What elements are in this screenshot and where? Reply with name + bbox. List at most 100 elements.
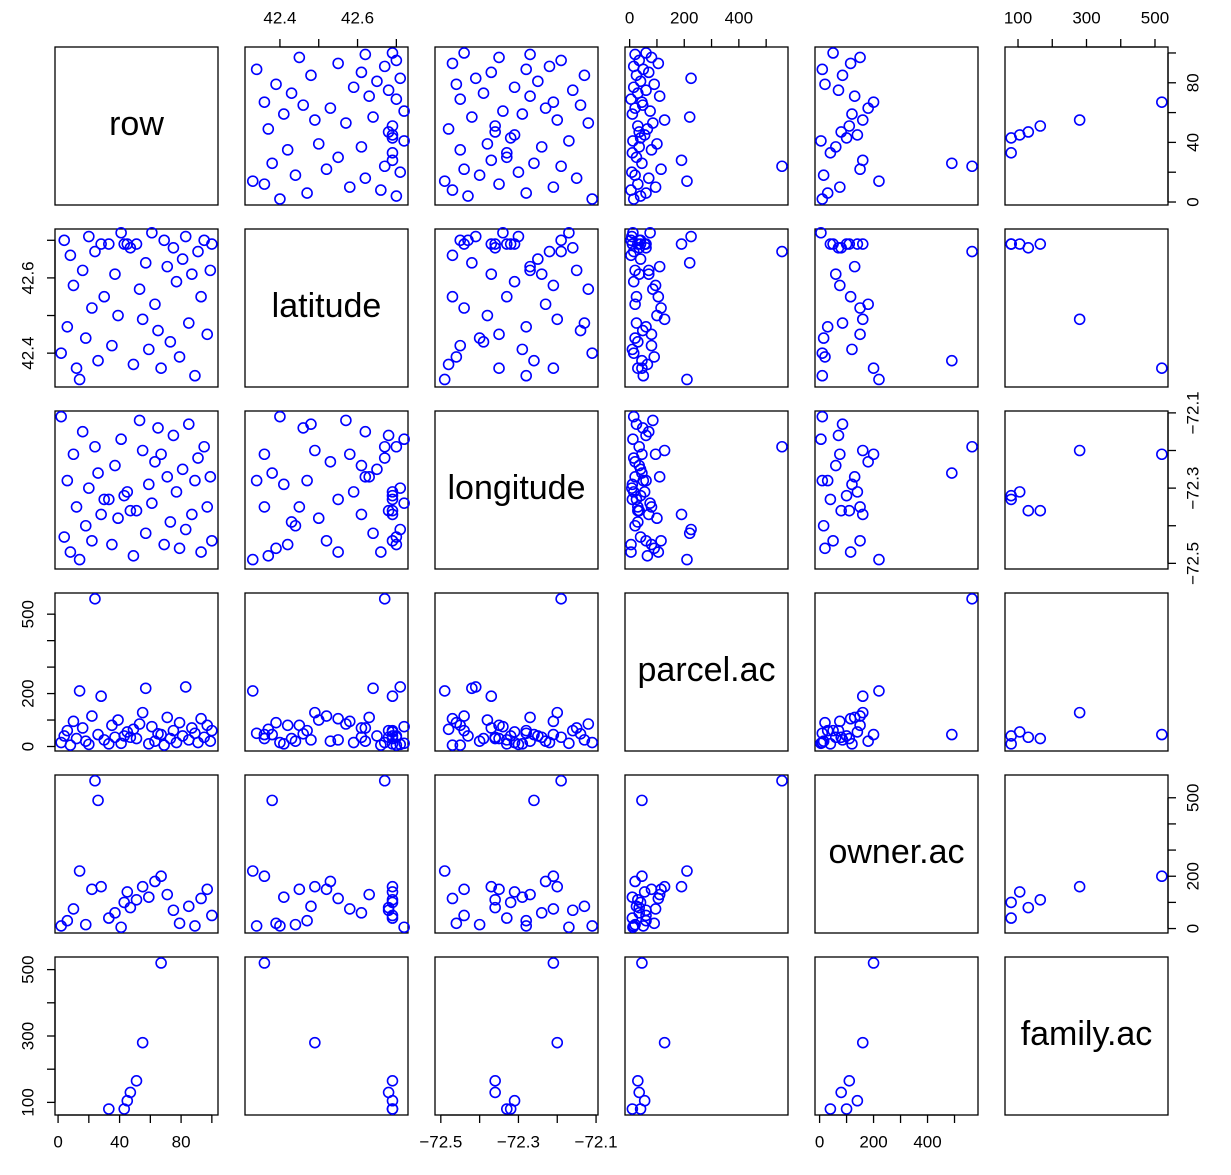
point [840, 132, 853, 144]
point [378, 60, 391, 73]
point [532, 75, 544, 88]
point [167, 242, 180, 254]
point [627, 452, 640, 464]
point [649, 903, 662, 915]
point [258, 501, 271, 513]
point [136, 444, 149, 457]
point [655, 534, 667, 547]
point [458, 909, 470, 922]
point [206, 534, 218, 547]
point [173, 542, 186, 555]
point [500, 290, 513, 303]
point [1005, 738, 1017, 750]
point [481, 138, 494, 150]
point [489, 126, 501, 138]
panel [1004, 46, 1169, 206]
point [555, 160, 567, 173]
point [834, 715, 846, 728]
point [477, 87, 490, 100]
point [632, 504, 644, 517]
point [547, 957, 560, 969]
point [446, 184, 459, 196]
x-tick-label: 40 [110, 1132, 129, 1151]
point [563, 226, 575, 239]
point [854, 534, 866, 547]
point [626, 108, 639, 120]
point [819, 351, 831, 363]
point [95, 508, 107, 521]
point [86, 302, 98, 314]
point [143, 478, 155, 491]
point [504, 730, 517, 742]
point [324, 735, 337, 748]
point [485, 880, 498, 893]
point [854, 328, 866, 341]
point [186, 268, 198, 280]
point [67, 903, 80, 915]
point [632, 1075, 644, 1087]
point [946, 354, 958, 367]
point [629, 471, 641, 483]
point [198, 731, 210, 744]
panel [1004, 956, 1169, 1116]
point [566, 242, 579, 254]
variable-name: row [109, 105, 164, 143]
point [508, 275, 521, 288]
point [512, 166, 525, 179]
point [551, 114, 564, 126]
point [386, 132, 399, 144]
point [359, 471, 372, 483]
point [563, 921, 575, 934]
point [644, 226, 656, 239]
point [827, 534, 839, 547]
point [343, 448, 356, 461]
point [246, 175, 259, 187]
panel [1004, 774, 1169, 934]
point [79, 918, 92, 931]
point [834, 279, 846, 292]
point [176, 730, 189, 742]
point [776, 245, 788, 258]
point [258, 178, 271, 190]
point [645, 883, 658, 896]
point [627, 410, 640, 423]
panel [814, 228, 979, 388]
point [386, 47, 399, 59]
point [320, 534, 333, 547]
point [843, 120, 856, 132]
point [320, 163, 333, 176]
point [89, 774, 101, 787]
point [355, 907, 368, 919]
point [630, 317, 643, 329]
point [378, 736, 391, 749]
point [640, 429, 652, 442]
point [371, 730, 383, 742]
point [586, 193, 598, 205]
point [458, 238, 470, 250]
point [332, 546, 344, 558]
point [139, 257, 152, 269]
panel [54, 956, 219, 1116]
point [173, 351, 186, 363]
point [473, 332, 486, 344]
point [851, 129, 864, 141]
point [67, 715, 80, 728]
point [204, 471, 217, 483]
point [685, 523, 697, 536]
point [821, 321, 834, 333]
point [827, 238, 839, 250]
point [485, 154, 498, 167]
point [158, 538, 170, 551]
point [390, 538, 403, 551]
point [109, 907, 121, 919]
point [516, 343, 529, 356]
point [76, 722, 89, 734]
point [438, 175, 451, 187]
point [201, 501, 214, 513]
point [198, 440, 210, 453]
point [189, 474, 201, 487]
point [469, 681, 482, 693]
point [578, 734, 591, 746]
point [655, 163, 667, 176]
point [645, 339, 658, 352]
